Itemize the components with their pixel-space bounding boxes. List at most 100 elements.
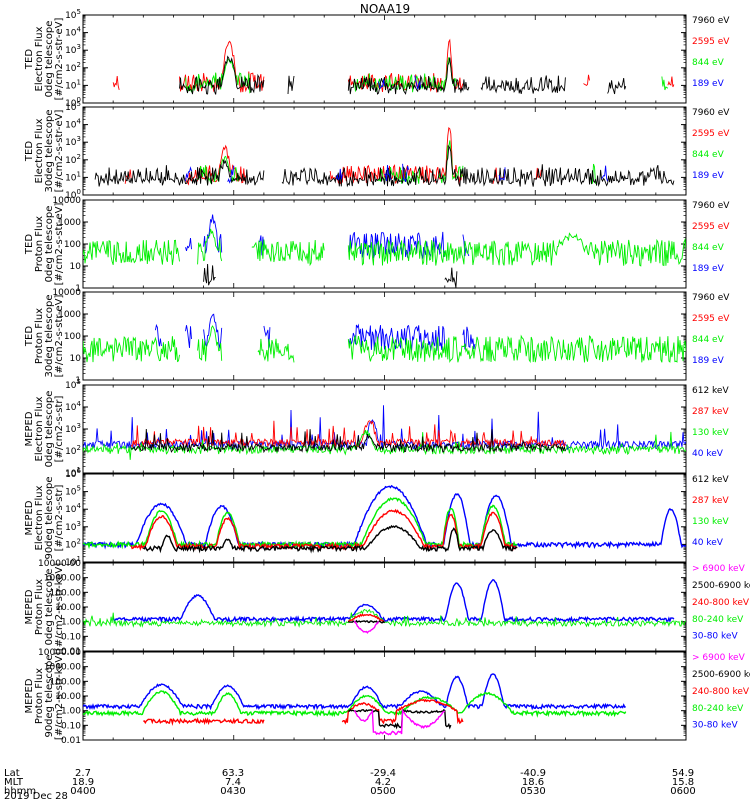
y-tick-label: 1000.00 <box>44 574 81 584</box>
y-tick-label: 10 <box>70 354 82 364</box>
y-tick-label: 103 <box>65 43 81 56</box>
panel-frame <box>82 562 687 652</box>
footer-value: 7.4 <box>225 777 241 788</box>
y-tick-label: 10000 <box>52 288 81 298</box>
y-tick-label: 101 <box>65 466 81 479</box>
legend-entry: 130 keV <box>692 517 729 527</box>
legend-entry: 189 eV <box>692 79 725 89</box>
panel-series <box>83 673 627 736</box>
y-axis-label: MEPEDProton Flux0deg telescope[#/cm2-s-s… <box>24 563 65 651</box>
legend-entry: 287 keV <box>692 496 729 506</box>
legend-entry: 80-240 keV <box>692 704 744 714</box>
series-red <box>347 613 385 623</box>
series-magenta <box>353 708 446 736</box>
footer-value: -40.9 <box>520 768 546 779</box>
footer-value: -29.4 <box>370 768 396 779</box>
legend-entry: > 6900 keV <box>692 564 746 574</box>
footer-value: 18.6 <box>522 777 544 788</box>
panel-frame <box>82 291 687 381</box>
series-black <box>142 524 518 554</box>
y-axis-label: TEDElectron Flux30deg telescope[#/cm2-s-… <box>24 109 65 192</box>
y-tick-label: 104 <box>65 26 81 39</box>
y-tick-label: 105 <box>65 100 81 113</box>
legend-entry: 40 keV <box>692 538 724 548</box>
legend-entry: > 6900 keV <box>692 653 746 663</box>
series-black <box>203 263 458 288</box>
legend-entry: 7960 eV <box>692 108 730 118</box>
y-tick-label: 10000.00 <box>38 559 81 569</box>
series-black <box>179 55 627 95</box>
footer-value: 4.2 <box>375 777 391 788</box>
series-black <box>130 428 566 454</box>
footer-value: 0600 <box>670 786 695 797</box>
series-blue <box>83 673 627 711</box>
panel-series <box>83 214 686 288</box>
footer-row-label: MLT <box>4 777 24 788</box>
legend-entry: 844 eV <box>692 335 725 345</box>
series-blue <box>83 484 686 550</box>
legend-entry: 2595 eV <box>692 37 730 47</box>
y-tick-label: 103 <box>65 135 81 148</box>
y-tick-label: 102 <box>65 444 81 457</box>
y-tick-label: 1 <box>75 376 81 386</box>
figure-title: NOAA19 <box>360 2 410 16</box>
legend-entry: 7960 eV <box>692 293 730 303</box>
y-tick-label: 106 <box>65 467 81 480</box>
legend-entry: 189 eV <box>692 171 725 181</box>
panel-series <box>83 484 686 554</box>
y-tick-label: 1.00 <box>61 618 81 628</box>
series-red <box>143 698 464 726</box>
y-tick-label: 100.00 <box>50 588 82 598</box>
y-tick-label: 1 <box>75 284 81 294</box>
y-tick-label: 100 <box>64 332 81 342</box>
series-blue <box>185 163 609 184</box>
footer-value: 54.9 <box>672 768 694 779</box>
panel-7: 0.01 0.10 1.00 10.00 100.00 1000.00 10000.00ME… <box>24 559 750 657</box>
legend-entry: 2595 eV <box>692 129 730 139</box>
y-tick-label: 10 <box>70 262 82 272</box>
legend-entry: 844 eV <box>692 150 725 160</box>
y-tick-label: 102 <box>65 537 81 550</box>
footer-value: 0400 <box>70 786 95 797</box>
y-tick-label: 101 <box>65 555 81 568</box>
series-blue <box>112 578 675 624</box>
y-tick-label: 1000 <box>58 310 81 320</box>
panel-series <box>83 313 686 364</box>
y-axis-label: TEDElectron Flux0deg telescope[#/cm2-s-s… <box>24 18 65 101</box>
legend-entry: 612 keV <box>692 386 729 396</box>
y-tick-label: 102 <box>65 153 81 166</box>
panel-series <box>83 578 686 634</box>
y-tick-label: 1000.00 <box>44 663 81 673</box>
legend-entry: 2595 eV <box>692 222 730 232</box>
legend-entry: 30-80 keV <box>692 721 738 731</box>
footer-value: 0500 <box>370 786 395 797</box>
y-tick-label: 104 <box>65 502 81 515</box>
legend-entry: 130 keV <box>692 428 729 438</box>
series-green <box>83 429 686 460</box>
y-tick-label: 105 <box>65 378 81 391</box>
y-axis-label: TEDProton Flux0deg telescope[#/cm2-s-str… <box>24 203 65 286</box>
legend-entry: 844 eV <box>692 243 725 253</box>
y-tick-label: 101 <box>65 170 81 183</box>
legend-entry: 40 keV <box>692 449 724 459</box>
series-green <box>83 325 686 364</box>
legend-entry: 7960 eV <box>692 16 730 26</box>
legend-entry: 844 eV <box>692 58 725 68</box>
y-tick-label: 10.00 <box>55 692 81 702</box>
y-tick-label: 103 <box>65 422 81 435</box>
y-axis-label: MEPEDElectron Flux90deg telescope[#/cm2-… <box>24 476 65 559</box>
y-tick-label: 1000 <box>58 218 81 228</box>
legend-entry: 2595 eV <box>692 314 730 324</box>
legend-entry: 240-800 keV <box>692 598 750 608</box>
footer-value: 63.3 <box>222 768 244 779</box>
series-green <box>83 608 686 628</box>
y-tick-label: 10000.00 <box>38 648 81 658</box>
series-black <box>94 144 675 188</box>
